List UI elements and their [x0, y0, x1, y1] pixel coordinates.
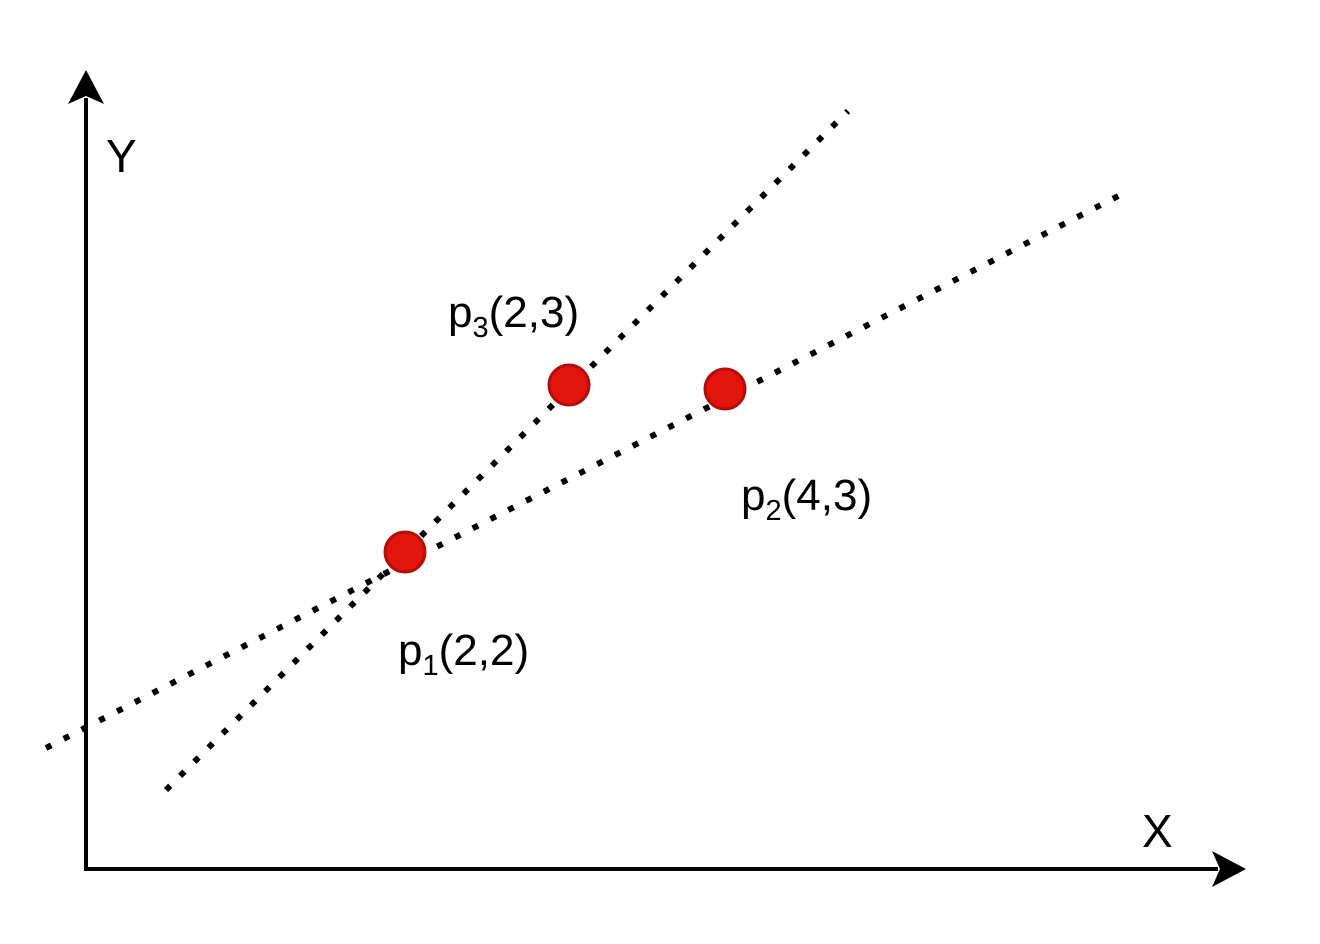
y-axis-label: Y [106, 130, 137, 182]
label-p3: p3(2,3) [448, 288, 579, 344]
x-axis-label: X [1142, 805, 1173, 857]
point-p2 [703, 367, 747, 411]
line-p1-p2 [44, 189, 1128, 751]
line-p1-p3 [163, 108, 851, 793]
point-p1 [383, 530, 427, 574]
label-p2: p2(4,3) [741, 471, 872, 527]
label-p1: p1(2,2) [398, 626, 529, 682]
y-axis-arrowhead [68, 70, 104, 104]
x-axis-arrowhead [1212, 851, 1246, 887]
point-p3 [547, 363, 591, 407]
